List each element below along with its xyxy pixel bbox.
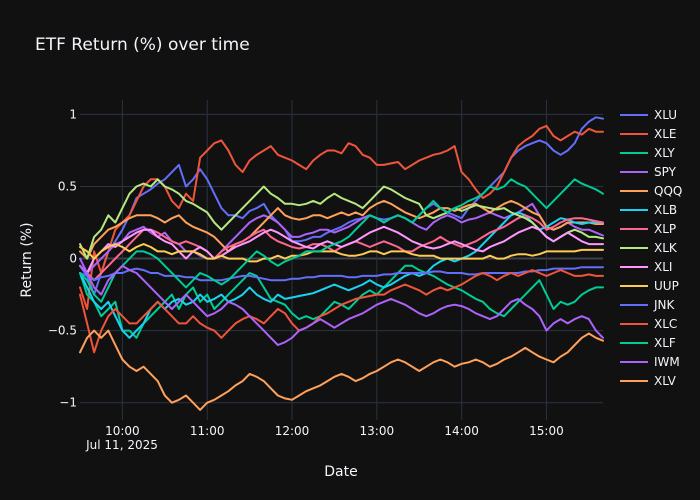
legend-label-spy: SPY: [654, 165, 677, 179]
series-line-xlk: [79, 178, 604, 260]
series-line-xli: [79, 225, 604, 274]
series-line-xle: [79, 124, 604, 310]
series-line-xlc: [79, 269, 604, 354]
series-line-qqq: [79, 199, 604, 260]
legend-label-xlc: XLC: [654, 317, 677, 331]
legend-label-xlp: XLP: [654, 222, 676, 236]
series-lines: [79, 116, 604, 411]
series-line-iwm: [79, 264, 604, 346]
legend: XLU XLE XLY SPY QQQ XLB XLP XLK XLI UUP JNK XLC XLF I…: [620, 108, 682, 388]
legend-label-xle: XLE: [654, 127, 677, 141]
x-axis-title: Date: [324, 464, 357, 480]
legend-label-xlb: XLB: [654, 203, 677, 217]
x-tick-label: 15:00: [529, 424, 564, 438]
y-tick-label: 1: [69, 107, 77, 121]
legend-label-xly: XLY: [654, 146, 675, 160]
y-axis-title: Return (%): [19, 222, 35, 297]
grid-lines: [80, 100, 603, 420]
series-line-xlv: [79, 329, 604, 411]
series-line-uup: [79, 243, 604, 263]
legend-label-xlu: XLU: [654, 108, 677, 122]
legend-label-xli: XLI: [654, 260, 672, 274]
series-line-xlf: [79, 178, 604, 303]
y-tick-label: 0.5: [58, 179, 77, 193]
x-axis-ticks: 10:00 11:00 12:00 13:00 14:00 15:00: [105, 424, 564, 438]
legend-label-qqq: QQQ: [654, 184, 682, 198]
x-tick-label: 12:00: [275, 424, 310, 438]
legend-label-xlv: XLV: [654, 374, 677, 388]
y-tick-label: −0.5: [48, 324, 77, 338]
x-tick-label: 11:00: [190, 424, 225, 438]
legend-label-iwm: IWM: [654, 355, 680, 369]
y-axis-ticks: 1 0.5 0 −0.5 −1: [48, 107, 77, 409]
legend-label-xlk: XLK: [654, 241, 678, 255]
series-line-xlu: [79, 116, 604, 296]
x-tick-label: 14:00: [444, 424, 479, 438]
legend-label-jnk: JNK: [653, 298, 676, 312]
y-tick-label: −1: [59, 396, 77, 410]
chart-title: ETF Return (%) over time: [35, 35, 250, 55]
x-tick-label: 10:00: [105, 424, 140, 438]
series-line-jnk: [79, 266, 604, 282]
legend-label-xlf: XLF: [654, 336, 676, 350]
legend-label-uup: UUP: [654, 279, 679, 293]
x-tick-label: 13:00: [360, 424, 395, 438]
x-axis-date-label: Jul 11, 2025: [85, 438, 158, 452]
y-tick-label: 0: [69, 252, 77, 266]
